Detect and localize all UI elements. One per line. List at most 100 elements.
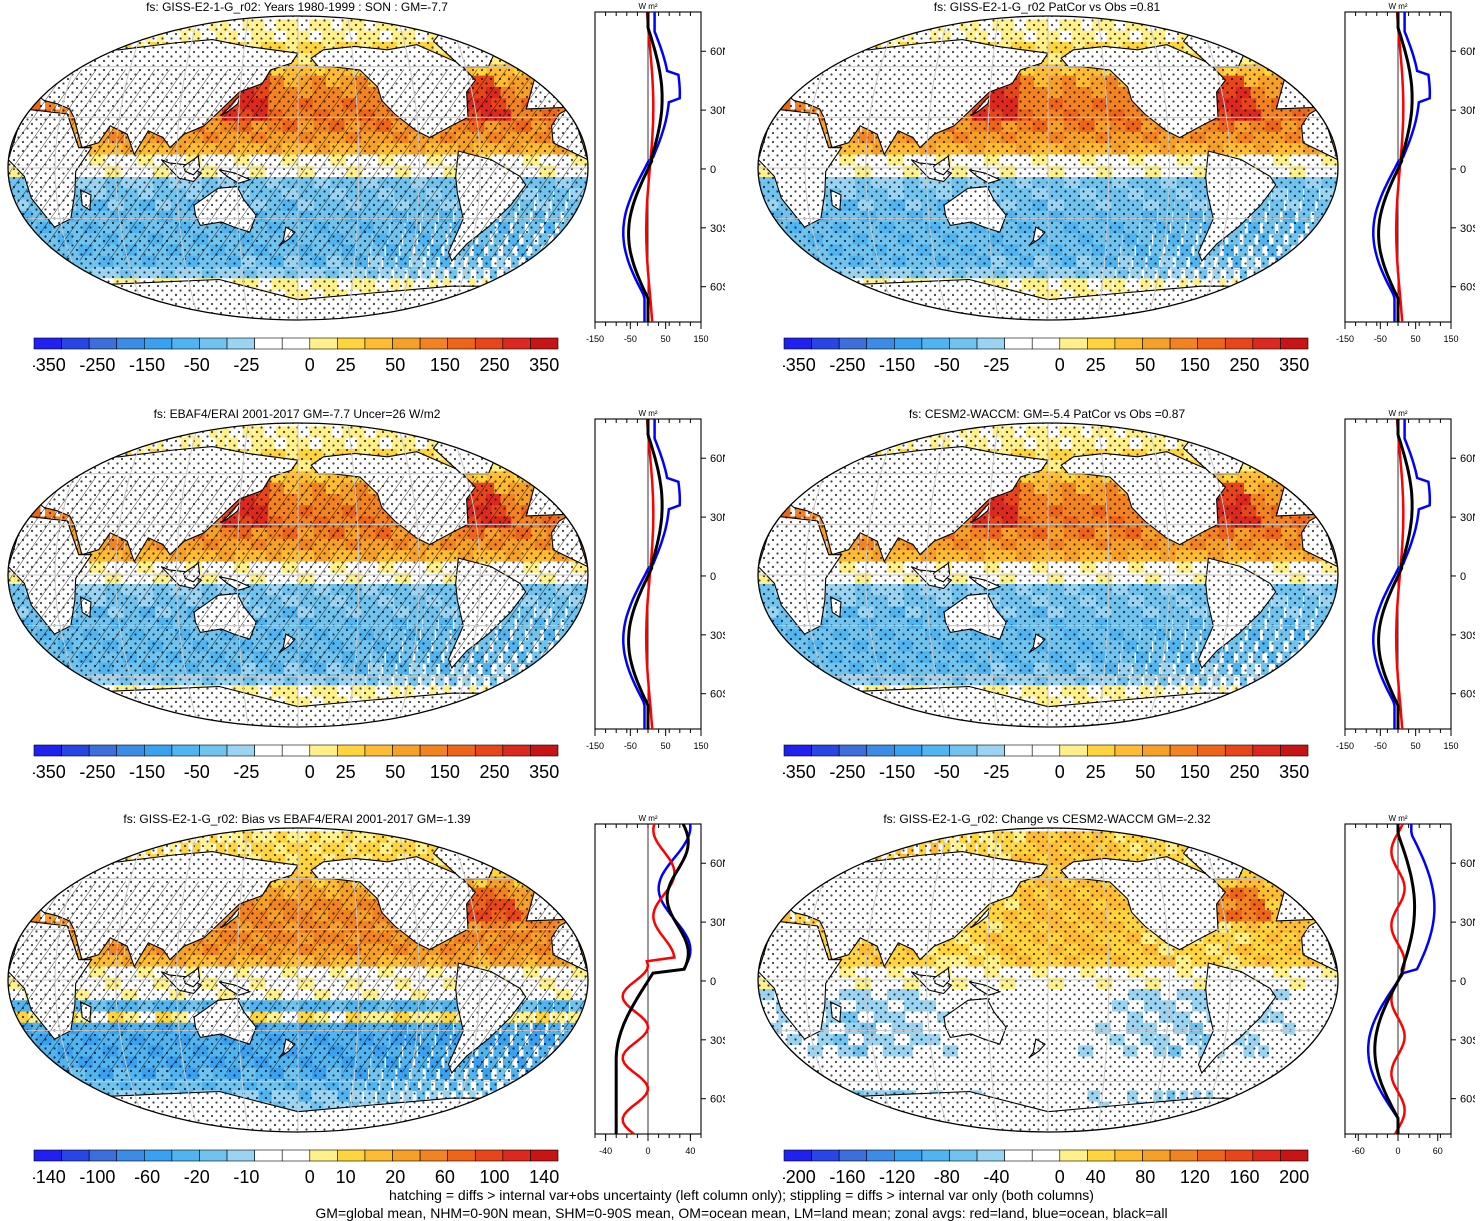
field-cell	[442, 831, 464, 844]
field-cell	[821, 696, 846, 709]
x-tick-label: -150	[1336, 741, 1354, 751]
field-cell	[131, 19, 136, 32]
field-cell	[1192, 426, 1214, 439]
field-cell	[1191, 707, 1197, 721]
x-tick-label: -50	[1374, 334, 1387, 344]
colorbar-label: 0	[1055, 355, 1065, 375]
colorbar-swatch	[474, 744, 504, 757]
field-cell	[517, 460, 543, 473]
colorbar-swatch	[894, 337, 923, 350]
field-cell	[1203, 19, 1226, 32]
lat-label: 30N	[1460, 512, 1475, 524]
colorbar-swatch	[364, 337, 393, 350]
field-cell	[517, 267, 524, 280]
field-cell	[1245, 278, 1251, 291]
field-cell	[1184, 719, 1189, 727]
field-cell	[828, 460, 834, 473]
field-cell	[88, 448, 93, 462]
colorbar: -350 -250 -150 -50 -25 0 25 50 150 250 350	[33, 744, 559, 782]
field-cell	[83, 289, 108, 302]
graticule-lon	[1194, 16, 1231, 320]
field-cell	[1203, 707, 1209, 721]
lat-label: 0	[1460, 164, 1466, 176]
field-cell	[1257, 448, 1283, 462]
field-cell	[94, 300, 118, 314]
field-cell	[1192, 19, 1214, 32]
colorbar-swatch	[1169, 337, 1198, 350]
field-cell	[1271, 685, 1277, 698]
field-cell	[911, 312, 932, 320]
field-cell	[1236, 289, 1242, 302]
field-cell	[453, 300, 459, 314]
field-cell	[55, 64, 62, 77]
field-cell	[832, 707, 857, 721]
x-tick-label: 50	[1411, 741, 1421, 751]
field-cell	[473, 842, 498, 855]
field-cell	[453, 707, 459, 721]
colorbar-swatch	[866, 744, 895, 757]
colorbar-swatch	[116, 744, 145, 757]
field-cell	[497, 437, 522, 450]
colorbar-swatch	[1059, 337, 1088, 350]
field-cell	[815, 53, 821, 66]
colorbar-swatch	[392, 337, 421, 350]
field-cell	[825, 41, 830, 55]
field-cell	[1277, 471, 1302, 484]
field-cell	[1215, 300, 1220, 314]
field-cell	[71, 289, 96, 302]
field-cell	[1262, 696, 1266, 709]
field-cell	[464, 426, 488, 439]
colorbar-swatch	[921, 744, 950, 757]
field-cell	[153, 831, 159, 844]
profile-unit: W m²	[1388, 409, 1407, 418]
graticule-lon	[444, 16, 481, 320]
colorbar-label: -150	[879, 762, 915, 782]
field-cell	[521, 278, 527, 291]
field-cell	[521, 685, 527, 698]
field-cell	[120, 831, 124, 844]
field-cell	[118, 707, 141, 721]
colorbar-swatch	[419, 744, 448, 757]
colorbar: -350 -250 -150 -50 -25 0 25 50 150 250 350	[33, 337, 559, 375]
field-cell	[485, 437, 510, 450]
field-cell	[139, 312, 161, 320]
field-cell	[508, 685, 514, 698]
field-cell	[96, 289, 120, 302]
field-cell	[915, 426, 921, 439]
field-cell	[892, 426, 898, 439]
lat-label: 30S	[1460, 630, 1475, 642]
field-cell	[872, 437, 877, 450]
colorbar-swatch	[502, 744, 531, 757]
field-cell	[165, 426, 171, 439]
graticule-lon	[444, 423, 481, 727]
field-cell	[110, 30, 115, 43]
field-cell	[479, 312, 482, 320]
lat-label: 30N	[1460, 105, 1475, 117]
field-cell	[1240, 312, 1243, 320]
zonal-ocean-line	[1372, 12, 1432, 322]
field-cell	[110, 437, 115, 450]
field-cell	[825, 448, 830, 462]
field-cell	[388, 312, 396, 320]
colorbar-swatch	[1280, 337, 1309, 350]
field-cell	[422, 719, 428, 727]
field-cell	[98, 19, 101, 32]
colorbar-swatch	[783, 337, 812, 350]
map	[757, 422, 1339, 728]
colorbar-swatch	[1197, 337, 1226, 350]
coastline-uk	[1287, 475, 1302, 492]
field-cell	[65, 53, 71, 66]
x-tick-label: 150	[1443, 334, 1458, 344]
colorbar-swatch	[171, 337, 200, 350]
field-cell	[45, 887, 54, 900]
colorbar: -350 -250 -150 -50 -25 0 25 50 150 250 350	[783, 744, 1309, 782]
colorbar-swatch	[811, 744, 840, 757]
colorbar-swatch	[921, 337, 950, 350]
field-cell	[110, 842, 115, 855]
field-cell	[441, 707, 447, 721]
field-cell	[142, 300, 164, 314]
field-cell	[923, 719, 943, 727]
lat-label: 30S	[710, 223, 725, 235]
colorbar-swatch	[447, 744, 476, 757]
field-cell	[184, 719, 204, 727]
